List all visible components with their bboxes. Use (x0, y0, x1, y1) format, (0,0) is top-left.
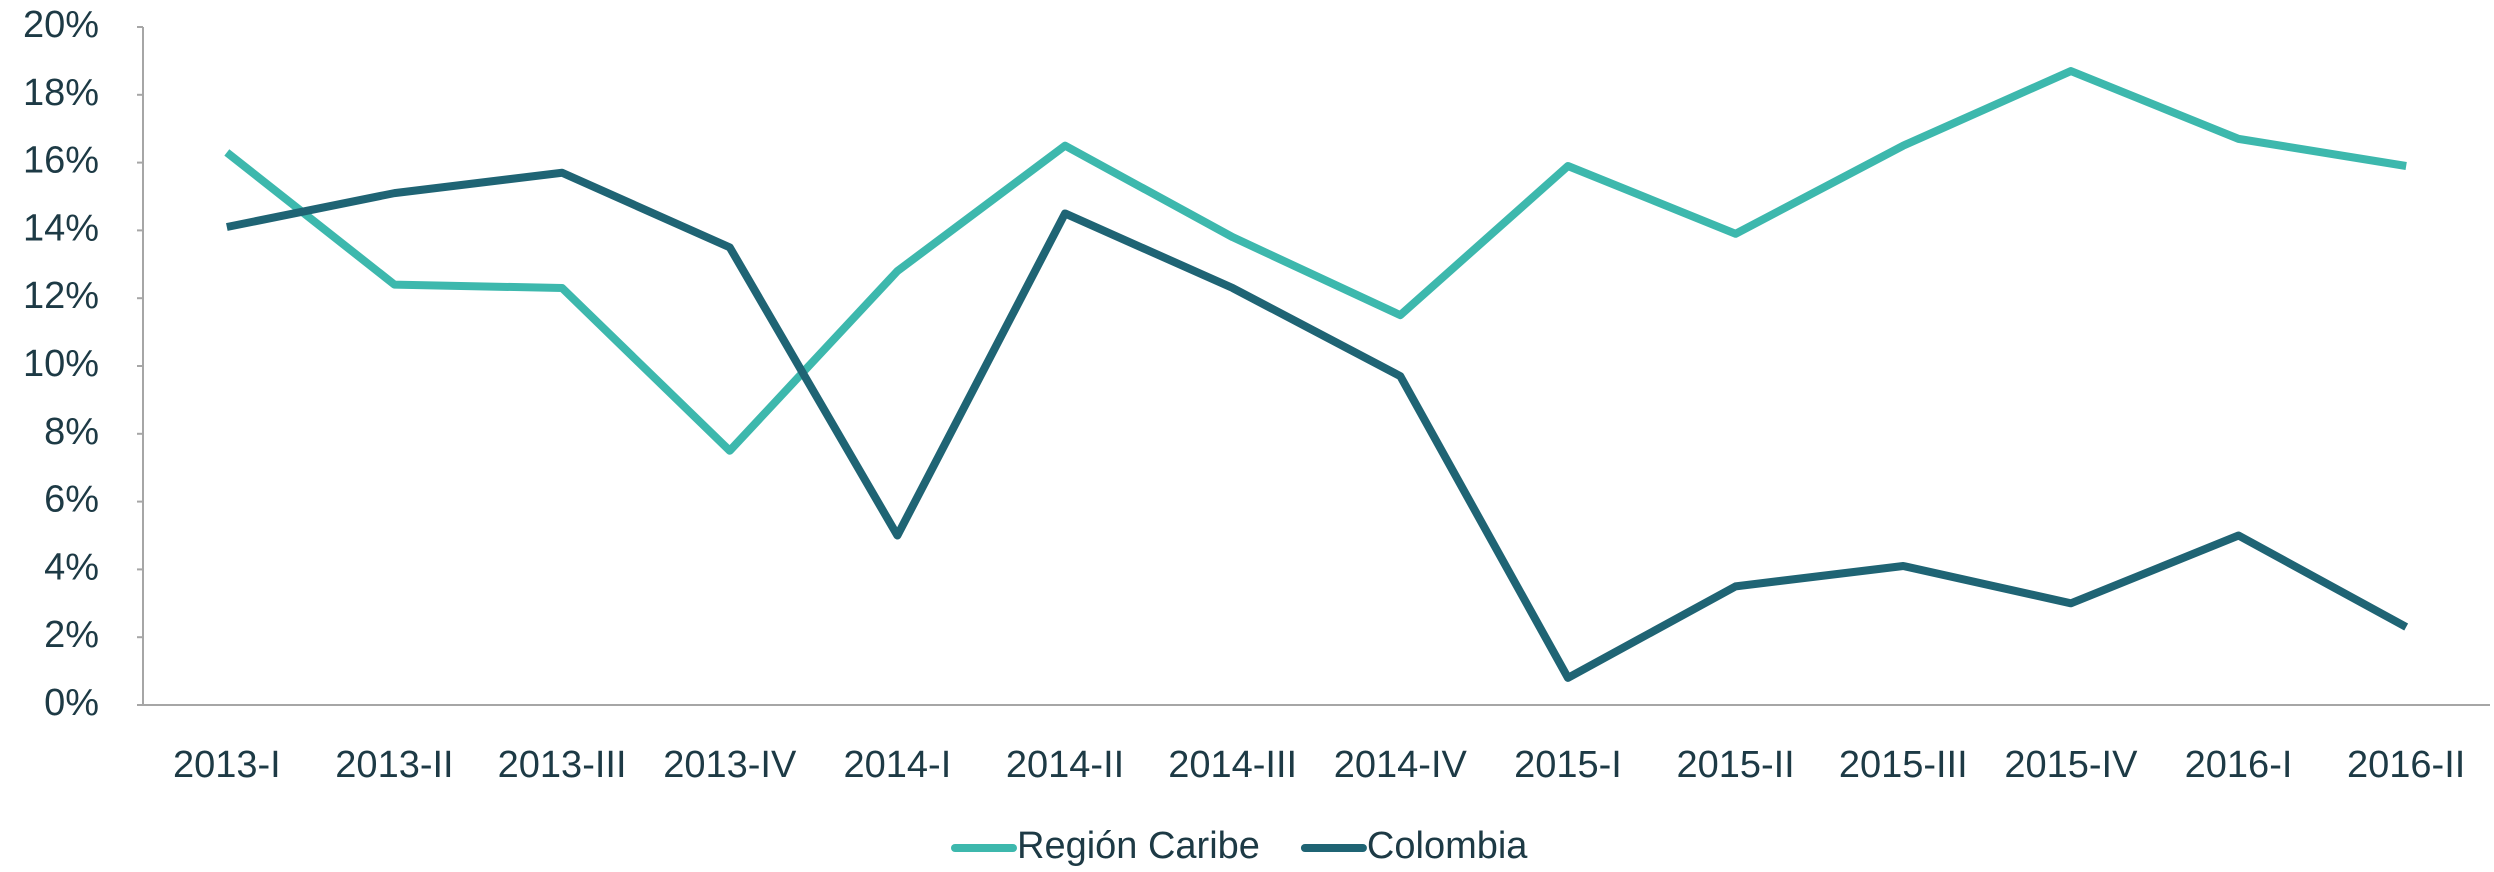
x-tick-label: 2016-I (2185, 744, 2293, 786)
y-tick-label: 18% (23, 72, 99, 114)
legend: Región Caribe Colombia (951, 825, 1528, 867)
legend-label: Colombia (1367, 825, 1528, 867)
x-tick-label: 2013-IV (663, 744, 797, 786)
line-series (226, 168, 2409, 682)
legend-label: Región Caribe (1017, 825, 1260, 867)
y-tick-label: 0% (44, 682, 99, 724)
x-tick-label: 2013-III (498, 744, 627, 786)
y-tick-label: 14% (23, 207, 99, 249)
y-tick-label: 2% (44, 614, 99, 656)
y-tick-label: 12% (23, 275, 99, 317)
x-tick-label: 2015-II (1676, 744, 1794, 786)
y-tick-label: 20% (23, 4, 99, 46)
y-tick-label: 16% (23, 140, 99, 182)
x-tick-label: 2013-II (335, 744, 453, 786)
y-tick-label: 4% (44, 546, 99, 588)
x-tick-label: 2015-III (1839, 744, 1968, 786)
x-tick-label: 2014-I (844, 744, 952, 786)
x-tick-label: 2014-II (1006, 744, 1124, 786)
x-tick-label: 2013-I (173, 744, 281, 786)
y-tick-label: 8% (44, 411, 99, 453)
x-tick-label: 2016-II (2347, 744, 2465, 786)
x-tick-label: 2015-IV (2004, 744, 2138, 786)
x-tick-label: 2014-IV (1334, 744, 1468, 786)
y-tick-label: 10% (23, 343, 99, 385)
x-tick-label: 2014-III (1168, 744, 1297, 786)
y-tick-label: 6% (44, 479, 99, 521)
x-tick-label: 2015-I (1514, 744, 1622, 786)
line-series (224, 67, 2407, 455)
